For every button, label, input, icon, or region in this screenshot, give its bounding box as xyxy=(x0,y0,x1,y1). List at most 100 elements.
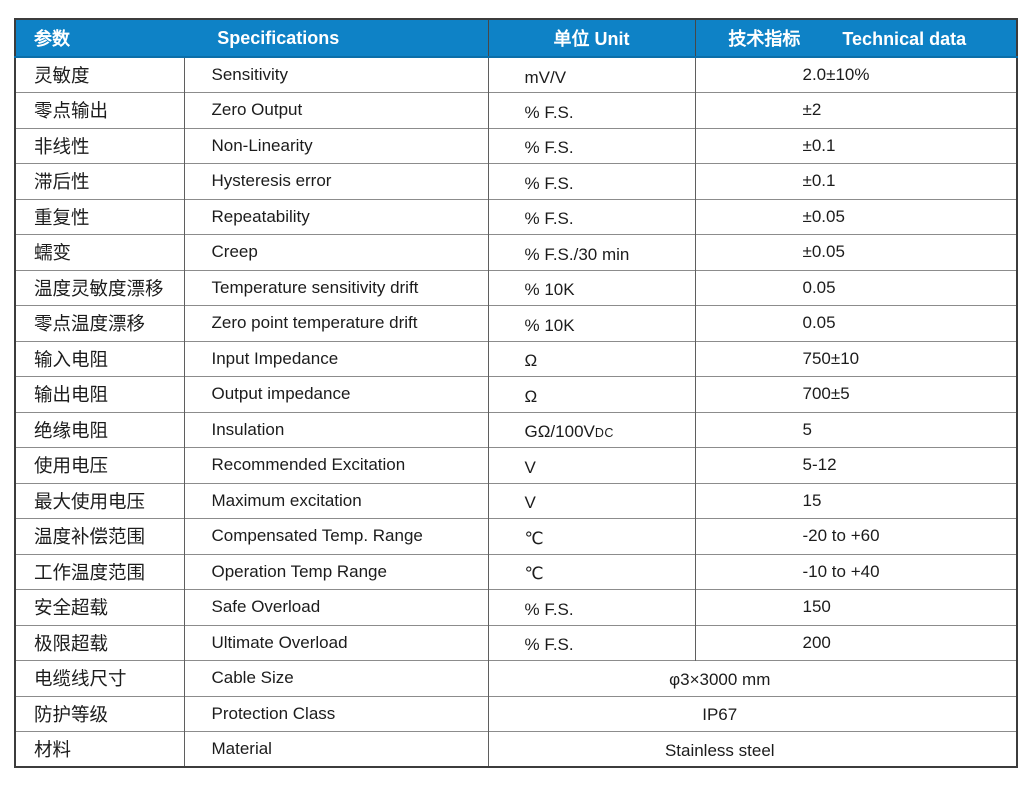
value-cell: ±0.05 xyxy=(695,234,1017,270)
value-cell: 200 xyxy=(695,624,1017,661)
table-row: 防护等级 Protection Class IP67 xyxy=(15,695,1017,732)
spec-en-cell: Zero Output xyxy=(184,92,489,128)
param-cn-cell: 蠕变 xyxy=(15,234,185,270)
table-row: 零点温度漂移 Zero point temperature drift% 10K 0… xyxy=(15,305,1017,341)
table-row: 灵敏度 Sensitivity mV/V 2.0±10% xyxy=(15,57,1017,93)
spec-en-cell: Protection Class xyxy=(184,695,489,732)
value-cell: 0.05 xyxy=(695,269,1017,306)
spec-en-cell: Creep xyxy=(184,234,489,270)
param-cn-cell: 防护等级 xyxy=(15,695,185,732)
spec-en-cell: Temperature sensitivity drift xyxy=(184,269,489,306)
header-technical-data-en: Technical data xyxy=(842,29,967,49)
unit-cell: % F.S. xyxy=(488,127,696,164)
spec-table-header: 参数 Specifications 单位 Unit 技术指标 Technical … xyxy=(15,19,1017,58)
param-cn-cell: 灵敏度 xyxy=(15,57,185,93)
header-technical-data: 技术指标 Technical data xyxy=(694,19,1017,58)
spec-en-cell: Insulation xyxy=(184,411,489,448)
param-cn-cell: 绝缘电阻 xyxy=(15,411,185,448)
spec-en-cell: Operation Temp Range xyxy=(184,553,489,590)
value-cell: 5 xyxy=(695,411,1017,448)
spec-en-cell: Maximum excitation xyxy=(184,482,489,519)
param-cn-cell: 材料 xyxy=(15,731,185,767)
spec-en-cell: Repeatability xyxy=(184,198,489,235)
table-row: 电缆线尺寸 Cable Size φ3×3000 mm xyxy=(15,660,1017,696)
spec-en-cell: Compensated Temp. Range xyxy=(184,518,489,554)
param-cn-cell: 输入电阻 xyxy=(15,340,185,377)
unit-cell: % F.S. xyxy=(488,92,696,128)
table-row: 非线性 Non-Linearity% F.S. ±0.1 xyxy=(15,127,1017,164)
unit-cell: ℃ xyxy=(488,553,696,590)
spec-en-cell: Safe Overload xyxy=(184,589,489,625)
merged-value-cell: IP67 xyxy=(488,695,1017,732)
table-row: 极限超载 Ultimate Overload% F.S. 200 xyxy=(15,624,1017,661)
value-cell: 5-12 xyxy=(695,447,1017,483)
header-unit: 单位 Unit xyxy=(487,19,695,58)
table-row: 输出电阻 Output impedance Ω 700±5 xyxy=(15,376,1017,412)
spec-en-cell: Hysteresis error xyxy=(184,163,489,199)
header-row: 参数 Specifications 单位 Unit 技术指标 Technical … xyxy=(15,19,1017,58)
table-row: 材料 Material Stainless steel xyxy=(15,731,1017,767)
value-cell: 0.05 xyxy=(695,305,1017,341)
unit-cell: V xyxy=(488,482,696,519)
unit-cell: % 10K xyxy=(488,269,696,306)
param-cn-cell: 滞后性 xyxy=(15,163,185,199)
table-row: 绝缘电阻 Insulation GΩ/100VDC 5 xyxy=(15,411,1017,448)
unit-cell: GΩ/100VDC xyxy=(488,411,696,448)
merged-value-cell: φ3×3000 mm xyxy=(488,660,1017,696)
param-cn-cell: 使用电压 xyxy=(15,447,185,483)
value-cell: ±2 xyxy=(695,92,1017,128)
spec-en-cell: Non-Linearity xyxy=(184,127,489,164)
value-cell: -10 to +40 xyxy=(695,553,1017,590)
table-row: 使用电压 Recommended Excitation V 5-12 xyxy=(15,447,1017,483)
spec-en-cell: Output impedance xyxy=(184,376,489,412)
param-cn-cell: 电缆线尺寸 xyxy=(15,660,185,696)
param-cn-cell: 温度灵敏度漂移 xyxy=(15,269,185,306)
param-cn-cell: 零点输出 xyxy=(15,92,185,128)
param-cn-cell: 输出电阻 xyxy=(15,376,185,412)
spec-en-cell: Input Impedance xyxy=(184,340,489,377)
unit-cell: % F.S. xyxy=(488,624,696,661)
unit-cell: % F.S. xyxy=(488,589,696,625)
value-cell: 750±10 xyxy=(695,340,1017,377)
unit-cell: % F.S. xyxy=(488,163,696,199)
param-cn-cell: 非线性 xyxy=(15,127,185,164)
table-row: 最大使用电压 Maximum excitation V 15 xyxy=(15,482,1017,519)
spec-table: 参数 Specifications 单位 Unit 技术指标 Technical … xyxy=(14,18,1018,768)
spec-en-cell: Ultimate Overload xyxy=(184,624,489,661)
value-cell: 15 xyxy=(695,482,1017,519)
merged-value-cell: Stainless steel xyxy=(488,731,1017,767)
value-cell: 700±5 xyxy=(695,376,1017,412)
param-cn-cell: 极限超载 xyxy=(15,624,185,661)
unit-cell: Ω xyxy=(488,340,696,377)
spec-en-cell: Recommended Excitation xyxy=(184,447,489,483)
unit-cell: mV/V xyxy=(488,57,696,93)
value-cell: ±0.1 xyxy=(695,127,1017,164)
spec-en-cell: Cable Size xyxy=(184,660,489,696)
param-cn-cell: 安全超载 xyxy=(15,589,185,625)
header-specifications: Specifications xyxy=(184,19,488,58)
param-cn-cell: 重复性 xyxy=(15,198,185,235)
unit-cell: V xyxy=(488,447,696,483)
unit-suffix: DC xyxy=(594,426,614,441)
table-row: 零点输出 Zero Output% F.S. ±2 xyxy=(15,92,1017,128)
unit-cell: % 10K xyxy=(488,305,696,341)
param-cn-cell: 温度补偿范围 xyxy=(15,518,185,554)
spec-en-cell: Material xyxy=(184,731,489,767)
unit-cell: % F.S./30 min xyxy=(488,234,696,270)
value-cell: -20 to +60 xyxy=(695,518,1017,554)
param-cn-cell: 最大使用电压 xyxy=(15,482,185,519)
param-cn-cell: 零点温度漂移 xyxy=(15,305,185,341)
spec-en-cell: Sensitivity xyxy=(184,57,489,93)
unit-cell: Ω xyxy=(488,376,696,412)
table-row: 工作温度范围 Operation Temp Range ℃ -10 to +40 xyxy=(15,553,1017,590)
header-param-cn: 参数 xyxy=(15,19,184,58)
value-cell: 150 xyxy=(695,589,1017,625)
spec-table-body: 灵敏度 Sensitivity mV/V 2.0±10% 零点输出 Zero Output… xyxy=(15,57,1017,767)
header-technical-data-cn: 技术指标 xyxy=(728,29,801,49)
table-row: 温度补偿范围 Compensated Temp. Range ℃ -20 to +60 xyxy=(15,518,1017,554)
param-cn-cell: 工作温度范围 xyxy=(15,553,185,590)
table-row: 温度灵敏度漂移 Temperature sensitivity drift% 10… xyxy=(15,269,1017,306)
value-cell: ±0.1 xyxy=(695,163,1017,199)
unit-cell: % F.S. xyxy=(488,198,696,235)
